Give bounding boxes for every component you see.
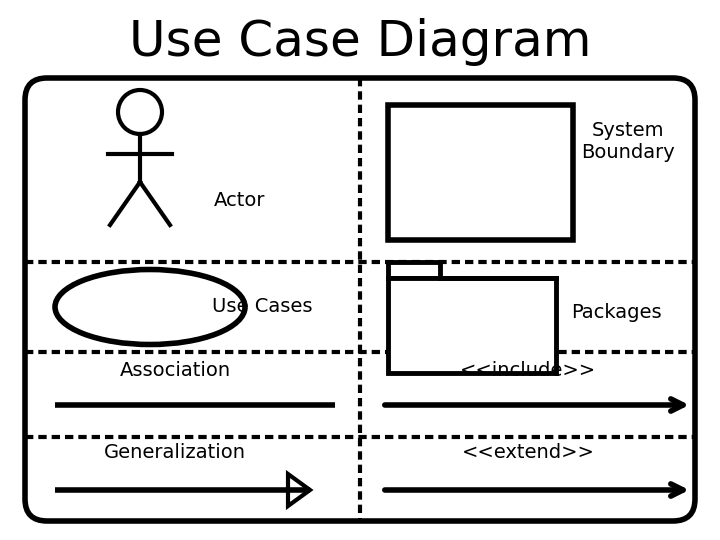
Text: Use Cases: Use Cases	[212, 298, 312, 316]
Text: System: System	[592, 120, 665, 139]
Text: Use Case Diagram: Use Case Diagram	[129, 18, 591, 66]
Text: Actor: Actor	[215, 191, 266, 210]
Text: <<extend>>: <<extend>>	[462, 442, 595, 462]
Text: <<include>>: <<include>>	[460, 361, 596, 380]
FancyBboxPatch shape	[25, 78, 695, 521]
Bar	[388, 262, 440, 278]
Text: Association: Association	[120, 361, 230, 380]
Text: Packages: Packages	[571, 302, 661, 321]
Bar	[388, 278, 556, 373]
Bar	[388, 105, 573, 240]
Text: Boundary: Boundary	[581, 143, 675, 161]
Text: Generalization: Generalization	[104, 442, 246, 462]
